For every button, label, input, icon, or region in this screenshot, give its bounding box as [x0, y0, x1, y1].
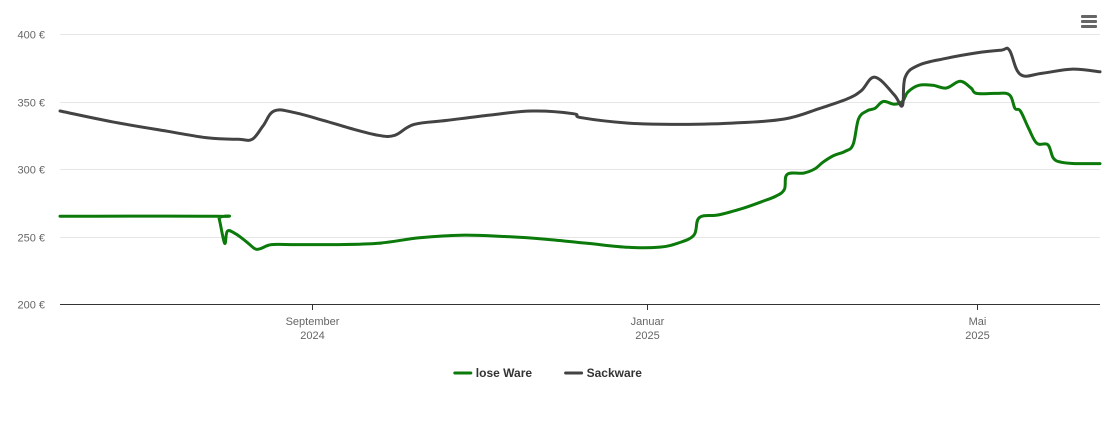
chart-menu-button[interactable]: [1080, 14, 1098, 30]
legend-label: Sackware: [587, 366, 643, 380]
legend-item-0[interactable]: lose Ware: [453, 366, 533, 380]
y-tick-label: 300 €: [17, 165, 45, 177]
y-tick-label: 250 €: [17, 233, 45, 245]
y-tick-label: 400 €: [17, 30, 45, 42]
y-tick-label: 200 €: [17, 300, 45, 312]
x-tick-label-month: Mai: [969, 316, 987, 328]
legend-label: lose Ware: [476, 366, 533, 380]
grid-lines: [60, 34, 1100, 238]
x-tick-label-month: September: [286, 316, 340, 328]
series-line-0[interactable]: [58, 79, 1102, 251]
axes: 400 € 350 € 300 € 250 € 200 € September 2024 Ja…: [17, 30, 1100, 342]
legend: lose Ware Sackware: [453, 366, 643, 380]
series-layer: [58, 46, 1102, 251]
x-tick-label-year: 2024: [300, 330, 324, 342]
y-tick-label: 350 €: [17, 98, 45, 110]
hamburger-menu-icon: [1081, 15, 1097, 28]
x-tick-label-year: 2025: [635, 330, 659, 342]
series-line-1[interactable]: [58, 46, 1102, 142]
x-tick-label-year: 2025: [965, 330, 989, 342]
legend-item-1[interactable]: Sackware: [564, 366, 643, 380]
x-tick-label-month: Januar: [631, 316, 665, 328]
